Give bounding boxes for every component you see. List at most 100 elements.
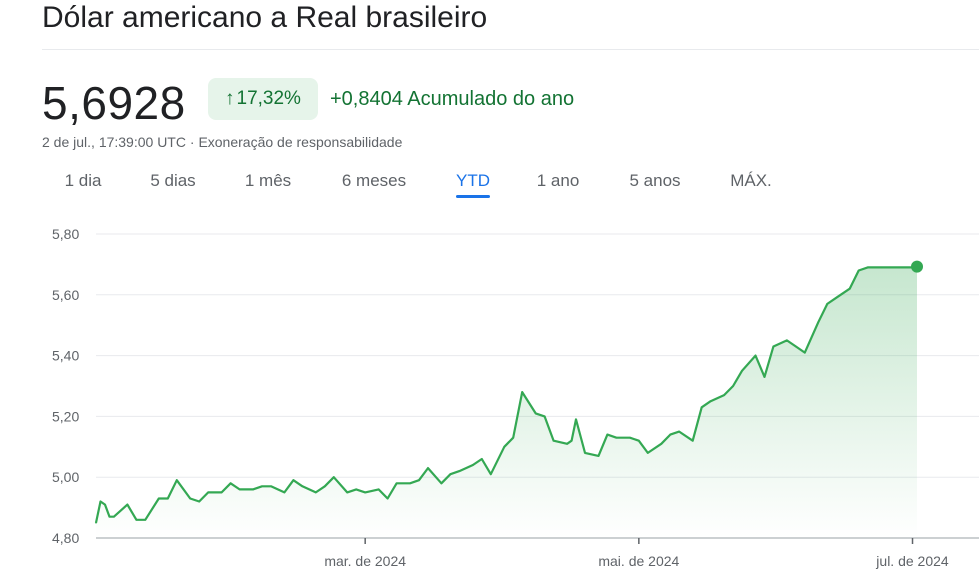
data-point: [167, 497, 169, 500]
data-point: [458, 470, 461, 472]
data-point: [207, 491, 209, 494]
tab-ytd[interactable]: YTD: [456, 168, 490, 198]
data-point: [709, 400, 712, 403]
data-point: [126, 503, 129, 506]
data-point: [301, 485, 304, 488]
data-point: [866, 266, 869, 269]
data-point: [113, 515, 115, 518]
data-point: [261, 485, 263, 488]
data-point: [427, 467, 429, 469]
y-tick-label: 5,00: [52, 469, 79, 485]
data-point: [754, 354, 757, 357]
data-point: [700, 406, 703, 409]
data-point: [395, 482, 398, 485]
data-point: [741, 370, 743, 372]
change-value: +0,8404 Acumulado do ano: [330, 88, 575, 110]
data-point: [252, 488, 254, 491]
y-tick-label: 5,40: [52, 348, 79, 364]
data-point: [449, 473, 452, 476]
data-point: [292, 479, 295, 482]
tab-label: 1 dia: [64, 171, 102, 190]
data-point: [377, 488, 380, 491]
series-area: [96, 266, 917, 538]
data-point: [355, 488, 358, 491]
data-point: [135, 519, 138, 521]
data-point: [566, 443, 568, 445]
y-tick-label: 5,20: [52, 408, 79, 424]
data-point: [346, 491, 349, 494]
data-point: [108, 515, 111, 518]
data-point: [660, 443, 663, 445]
tab-5-years[interactable]: 5 anos: [629, 168, 680, 194]
data-point: [552, 439, 555, 442]
data-point: [597, 455, 600, 457]
data-point: [804, 351, 806, 354]
data-point: [409, 482, 411, 485]
data-point: [570, 439, 573, 442]
page-title: Dólar americano a Real brasileiro: [42, 1, 488, 34]
tab-label: 5 dias: [150, 171, 196, 190]
arrow-up-icon: ↑: [225, 88, 235, 109]
data-point: [848, 287, 851, 290]
data-point: [691, 439, 694, 442]
tab-max[interactable]: MÁX.: [730, 168, 772, 194]
data-point: [638, 439, 640, 442]
data-point: [95, 522, 97, 524]
data-point: [315, 491, 317, 494]
data-point: [418, 479, 420, 482]
data-point: [835, 297, 837, 299]
data-point: [270, 485, 272, 488]
data-point: [795, 345, 797, 348]
data-point: [584, 452, 586, 454]
data-point: [647, 452, 649, 454]
meta-separator: ·: [189, 134, 195, 150]
quote-timestamp: 2 de jul., 17:39:00 UTC: [42, 134, 186, 150]
tab-1-year[interactable]: 1 ano: [537, 168, 580, 194]
y-tick-label: 4,80: [52, 530, 79, 546]
data-point: [512, 436, 514, 439]
tab-label: YTD: [456, 171, 490, 190]
data-point: [880, 266, 882, 269]
data-point: [220, 491, 223, 494]
y-tick-label: 5,60: [52, 287, 79, 303]
tab-label: 1 mês: [244, 171, 292, 190]
data-point: [732, 385, 734, 387]
data-point: [99, 500, 102, 503]
data-point: [176, 479, 178, 482]
current-price: 5,6928: [42, 77, 186, 129]
data-point: [364, 491, 367, 494]
current-value-dot: [911, 260, 923, 273]
data-point: [386, 497, 389, 500]
tab-1-day[interactable]: 1 dia: [65, 168, 102, 194]
y-tick-label: 5,80: [52, 226, 79, 242]
data-point: [898, 266, 900, 269]
data-point: [629, 436, 631, 439]
data-point: [481, 458, 483, 460]
data-point: [678, 430, 680, 433]
range-tabs: 1 dia 5 dias 1 mês 6 meses YTD 1 ano 5 a…: [0, 168, 979, 202]
title-divider: [42, 49, 979, 50]
data-point: [158, 497, 160, 500]
data-point: [144, 519, 147, 521]
data-point: [104, 503, 106, 506]
data-point: [857, 269, 860, 272]
data-point: [333, 476, 335, 479]
tab-5-days[interactable]: 5 dias: [150, 168, 195, 194]
tab-label: 6 meses: [341, 171, 407, 190]
data-point: [615, 436, 618, 439]
data-point: [198, 500, 200, 503]
change-percent: 17,32%: [236, 88, 301, 109]
data-point: [772, 345, 775, 348]
data-point: [490, 473, 492, 476]
disclaimer-link[interactable]: Exoneração de responsabilidade: [198, 134, 403, 150]
x-tick-label: mar. de 2024: [324, 553, 406, 569]
tab-1-month[interactable]: 1 mês: [245, 168, 291, 194]
tab-6-months[interactable]: 6 meses: [342, 168, 406, 194]
data-point: [575, 418, 577, 421]
data-point: [723, 394, 725, 396]
change-percent-badge: ↑ 17,32%: [208, 78, 318, 120]
x-tick-label: jul. de 2024: [875, 553, 949, 569]
tab-label: MÁX.: [730, 171, 772, 190]
data-point: [238, 488, 241, 491]
